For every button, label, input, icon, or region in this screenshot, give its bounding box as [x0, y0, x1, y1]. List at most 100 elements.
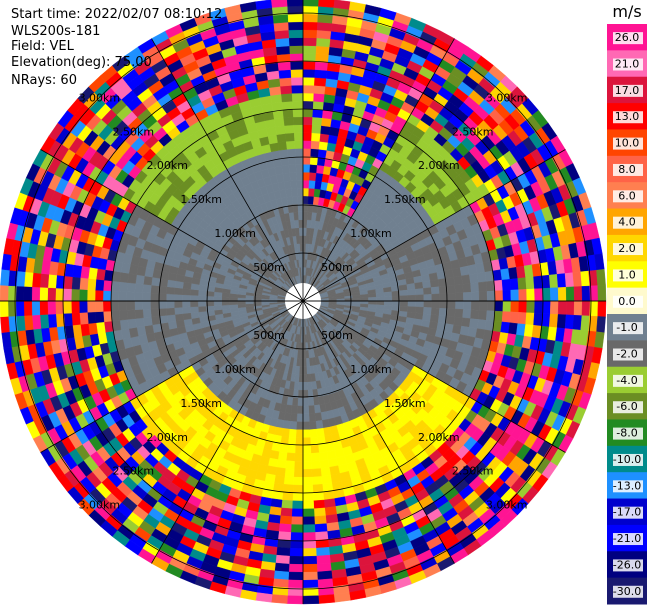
velocity-cell	[275, 37, 290, 48]
velocity-cell	[446, 284, 456, 294]
velocity-cell	[302, 29, 318, 39]
velocity-cell	[126, 300, 136, 311]
velocity-cell	[399, 295, 409, 302]
velocity-cell	[399, 305, 409, 313]
velocity-cell	[237, 300, 246, 305]
colorbar-tick-bg	[613, 374, 643, 387]
velocity-cell	[302, 532, 316, 541]
velocity-cell	[292, 492, 304, 502]
velocity-cell	[71, 300, 80, 314]
velocity-cell	[293, 461, 304, 470]
velocity-cell	[39, 314, 50, 329]
velocity-cell	[526, 288, 536, 302]
velocity-cell	[312, 108, 324, 119]
velocity-cell	[302, 116, 313, 126]
velocity-cell	[126, 309, 136, 320]
velocity-cell	[316, 29, 332, 40]
velocity-cell	[142, 300, 151, 310]
velocity-cell	[302, 595, 320, 605]
velocity-cell	[174, 313, 184, 322]
velocity-cell	[293, 468, 304, 478]
velocity-cell	[510, 300, 520, 313]
velocity-cell	[291, 516, 304, 526]
velocity-cell	[126, 291, 136, 302]
velocity-cell	[277, 451, 288, 461]
velocity-cell	[312, 491, 325, 502]
velocity-cell	[288, 21, 304, 31]
velocity-cell	[548, 313, 559, 328]
velocity-cell	[291, 397, 299, 407]
velocity-cell	[86, 300, 96, 313]
velocity-cell	[314, 61, 329, 71]
velocity-cell	[134, 283, 144, 293]
velocity-cell	[290, 61, 304, 70]
range-ring-labels: 500m 500m 500m 500m 1.00km 1.00km 1.00km 1.00km…	[79, 91, 528, 511]
velocity-cell	[302, 92, 315, 102]
velocity-cell	[485, 310, 496, 322]
velocity-cell	[502, 289, 512, 302]
range-ring-label: 500m	[321, 329, 353, 342]
velocity-cell	[271, 490, 284, 501]
velocity-cell	[453, 275, 463, 286]
velocity-cell	[573, 300, 583, 316]
velocity-cell	[276, 546, 291, 557]
velocity-cell	[533, 312, 543, 327]
azimuth-line	[302, 38, 455, 302]
colorbar-tick-bg	[613, 58, 643, 71]
velocity-cell	[317, 443, 328, 453]
velocity-cell	[580, 315, 591, 332]
velocity-cell	[298, 381, 304, 391]
range-ring-label: 3.00km	[79, 499, 121, 512]
velocity-cell	[181, 306, 191, 314]
velocity-cell	[288, 428, 297, 438]
velocity-cell	[518, 300, 528, 313]
velocity-cell	[275, 554, 290, 565]
velocity-cell	[302, 148, 312, 157]
velocity-cell	[431, 300, 441, 309]
velocity-cell	[302, 179, 310, 189]
velocity-cell	[580, 270, 591, 287]
velocity-cell	[88, 322, 98, 336]
colorbar-tick-label: 0.0	[618, 295, 636, 308]
colorbar-tick-bg	[613, 137, 643, 150]
velocity-cell	[315, 420, 324, 430]
velocity-cell	[316, 554, 331, 565]
velocity-cell	[0, 300, 9, 318]
velocity-cell	[198, 310, 208, 318]
velocity-cell	[142, 308, 152, 319]
velocity-cell	[314, 531, 329, 541]
velocity-cell	[213, 305, 223, 311]
velocity-cell	[293, 211, 299, 221]
velocity-cell	[285, 452, 296, 462]
velocity-cell	[302, 21, 318, 31]
velocity-cell	[150, 292, 159, 302]
azimuth-line	[302, 149, 566, 302]
velocity-cell	[368, 296, 377, 302]
velocity-cell	[478, 300, 488, 311]
velocity-cell	[292, 100, 304, 110]
velocity-cell	[517, 277, 527, 290]
velocity-cell	[174, 287, 183, 295]
velocity-cell	[296, 187, 304, 197]
range-ring-label: 1.50km	[180, 193, 222, 206]
velocity-cell	[31, 300, 41, 316]
velocity-cell	[462, 309, 472, 319]
velocity-cell	[302, 461, 313, 470]
velocity-cell	[376, 296, 385, 302]
velocity-cell	[273, 570, 290, 581]
velocity-cell	[309, 421, 317, 430]
velocity-cell	[298, 227, 304, 236]
velocity-cell	[277, 141, 288, 151]
velocity-cell	[15, 315, 26, 332]
colorbar-tick-label: -21.0	[613, 532, 641, 545]
velocity-cell	[284, 468, 295, 478]
velocity-cell	[272, 13, 289, 24]
velocity-cell	[360, 293, 369, 299]
velocity-cell	[245, 300, 254, 305]
velocity-cell	[321, 474, 333, 485]
velocity-cell	[302, 381, 308, 391]
velocity-cell	[190, 311, 200, 319]
velocity-cell	[302, 61, 316, 70]
velocity-cell	[407, 294, 417, 302]
velocity-cell	[564, 314, 575, 330]
